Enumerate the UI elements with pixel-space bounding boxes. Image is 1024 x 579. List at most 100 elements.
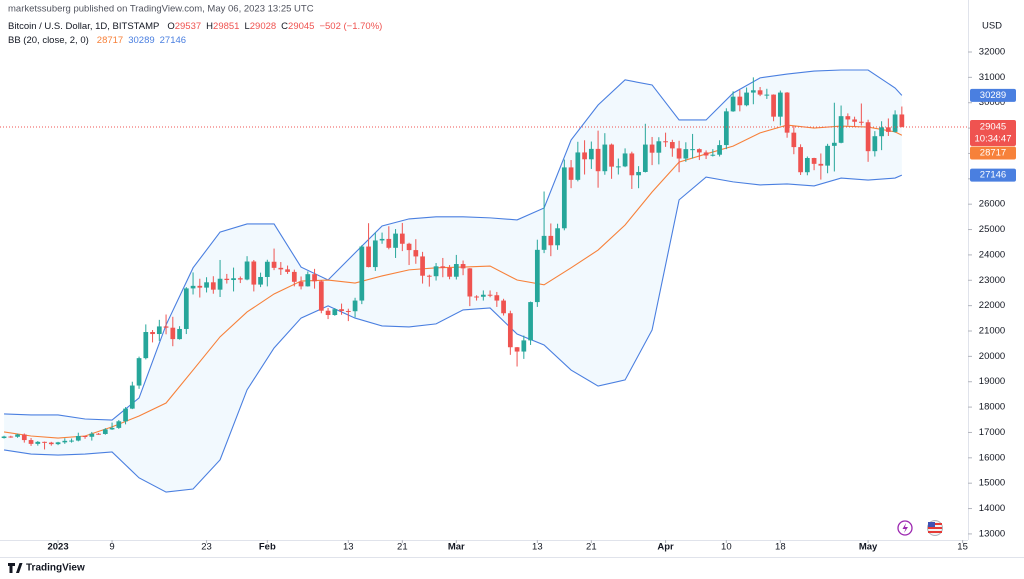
- candle-body: [804, 158, 810, 173]
- legend-item: −502 (−1.70%): [319, 21, 382, 32]
- candle-body: [534, 249, 540, 303]
- y-tick-label: 15000: [979, 478, 1005, 489]
- candle-body: [96, 433, 101, 435]
- candle-body: [548, 235, 554, 246]
- candle-body: [136, 358, 142, 386]
- candle-body: [318, 281, 324, 311]
- candle-body: [291, 271, 297, 282]
- candle-body: [258, 276, 263, 285]
- candle-body: [872, 136, 878, 152]
- y-tick-label: 14000: [979, 503, 1005, 514]
- candle-body: [588, 148, 594, 160]
- axes: 13000 14000 15000 16000 17000 18000 19000 20000…: [47, 47, 1016, 553]
- x-tick-label: May: [859, 542, 878, 553]
- candle-body: [845, 116, 851, 120]
- candle-body: [89, 433, 95, 437]
- candle-body: [366, 246, 371, 268]
- candle-body: [231, 278, 236, 281]
- legend-item: 27146: [160, 35, 186, 46]
- candle-body: [150, 332, 155, 335]
- candle-body: [636, 171, 641, 176]
- candle-body: [831, 142, 837, 146]
- candle-body: [750, 90, 756, 93]
- candle-body: [467, 268, 473, 297]
- x-tick-label: 15: [957, 542, 968, 553]
- candle-body: [102, 429, 108, 434]
- x-tick-label: Feb: [259, 542, 276, 553]
- y-tick-label: 32000: [979, 47, 1005, 58]
- x-tick-label: 21: [397, 542, 408, 553]
- candle-body: [777, 92, 783, 117]
- price-badge-label: 30289: [980, 90, 1006, 101]
- x-tick-label: 13: [343, 542, 354, 553]
- candle-body: [62, 440, 68, 443]
- y-tick-label: 17000: [979, 427, 1005, 438]
- legend-item: 28717: [97, 35, 123, 46]
- candle-body: [818, 163, 824, 166]
- candle-body: [48, 442, 54, 445]
- candle-body: [507, 313, 513, 348]
- candle-body: [386, 238, 392, 248]
- candle-body: [433, 266, 439, 277]
- y-tick-label: 25000: [979, 224, 1005, 235]
- candle-body: [271, 261, 277, 268]
- brand-name: TradingView: [26, 563, 85, 574]
- candle-body: [143, 332, 149, 359]
- candle-body: [622, 153, 628, 167]
- candle-body: [629, 153, 635, 176]
- candle-body: [264, 261, 270, 277]
- band-fill: [4, 70, 902, 493]
- legend-item: Bitcoin / U.S. Dollar, 1D, BITSTAMP: [8, 21, 159, 32]
- candle-body: [737, 96, 743, 106]
- candle-body: [190, 285, 196, 289]
- candle-body: [116, 421, 122, 428]
- candle-body: [156, 326, 162, 335]
- candle-body: [129, 385, 135, 409]
- publisher-line: marketssuberg published on TradingView.c…: [8, 4, 314, 15]
- candle-body: [494, 295, 500, 301]
- bb-lower-line: [3, 174, 903, 493]
- candle-body: [224, 278, 230, 281]
- price-badge-label: 28717: [980, 147, 1006, 158]
- candle-body: [690, 149, 695, 151]
- candle-body: [285, 269, 290, 272]
- candle-body: [204, 282, 209, 288]
- price-badge: [970, 146, 1016, 160]
- candle-body: [237, 278, 243, 280]
- candle-body: [723, 111, 729, 146]
- candle-body: [656, 141, 662, 153]
- icon-bolt[interactable]: [902, 523, 909, 533]
- candle-body: [609, 144, 614, 167]
- price-badge-label: 27146: [980, 170, 1006, 181]
- icon-circle[interactable]: [897, 520, 913, 536]
- y-tick-label: 26000: [979, 199, 1005, 210]
- candle-body: [28, 440, 34, 444]
- candle-body: [399, 233, 405, 244]
- flag-stripe: [928, 527, 942, 529]
- events-icon[interactable]: [927, 520, 943, 536]
- replay-icon[interactable]: [897, 520, 913, 536]
- candle-body: [210, 282, 216, 290]
- candle-body: [784, 92, 790, 133]
- candle-body: [393, 233, 398, 248]
- candle-body: [352, 300, 358, 312]
- y-tick-label: 16000: [979, 452, 1005, 463]
- candle-body: [899, 114, 905, 127]
- y-tick-label: 31000: [979, 72, 1005, 83]
- legend-item: O: [167, 21, 174, 32]
- candle-body: [703, 152, 709, 156]
- y-tick-label: 20000: [979, 351, 1005, 362]
- candle-body: [453, 264, 459, 277]
- legend-item: 29028: [250, 21, 276, 32]
- candle-body: [426, 275, 432, 277]
- candle-body: [501, 300, 506, 314]
- candle-body: [447, 267, 452, 277]
- candle-body: [15, 434, 20, 437]
- candle-body: [325, 310, 331, 316]
- candle-body: [183, 288, 189, 329]
- candle-body: [852, 119, 857, 122]
- candle-body: [528, 302, 533, 341]
- candle-body: [345, 310, 351, 312]
- y-tick-label: 22000: [979, 300, 1005, 311]
